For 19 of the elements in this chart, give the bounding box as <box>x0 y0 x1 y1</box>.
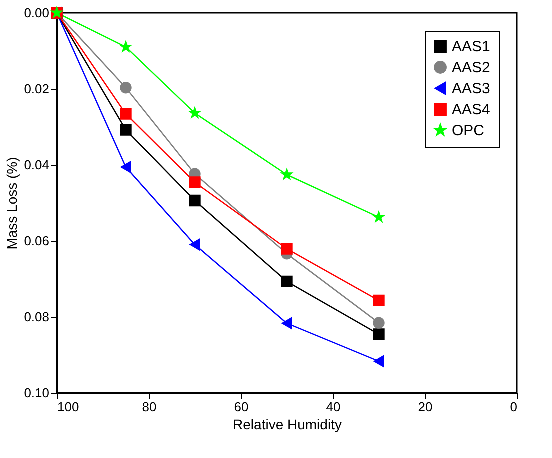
y-tick-label: 0.08 <box>24 310 50 324</box>
y-tick-label: 0.06 <box>24 234 50 248</box>
y-tick-label: 0.04 <box>24 158 50 172</box>
x-tick-label: 40 <box>326 400 341 414</box>
x-tick-label: 60 <box>234 400 249 414</box>
x-tick-label: 100 <box>58 400 80 414</box>
legend-label: OPC <box>452 122 485 140</box>
x-tick-label: 80 <box>142 400 157 414</box>
y-axis-title: Mass Loss (%) <box>4 157 20 250</box>
legend-label: AAS3 <box>452 80 490 98</box>
x-tick-label: 0 <box>510 400 518 414</box>
x-axis-title: Relative Humidity <box>233 416 342 432</box>
y-tick-label: 0.10 <box>24 386 50 400</box>
legend-label: AAS1 <box>452 38 490 56</box>
legend-label: AAS4 <box>452 102 490 118</box>
legend-label: AAS2 <box>452 60 490 76</box>
y-tick-label: 0.02 <box>24 82 50 96</box>
x-tick-label: 20 <box>418 400 433 414</box>
y-tick-label: 0.00 <box>24 6 50 20</box>
